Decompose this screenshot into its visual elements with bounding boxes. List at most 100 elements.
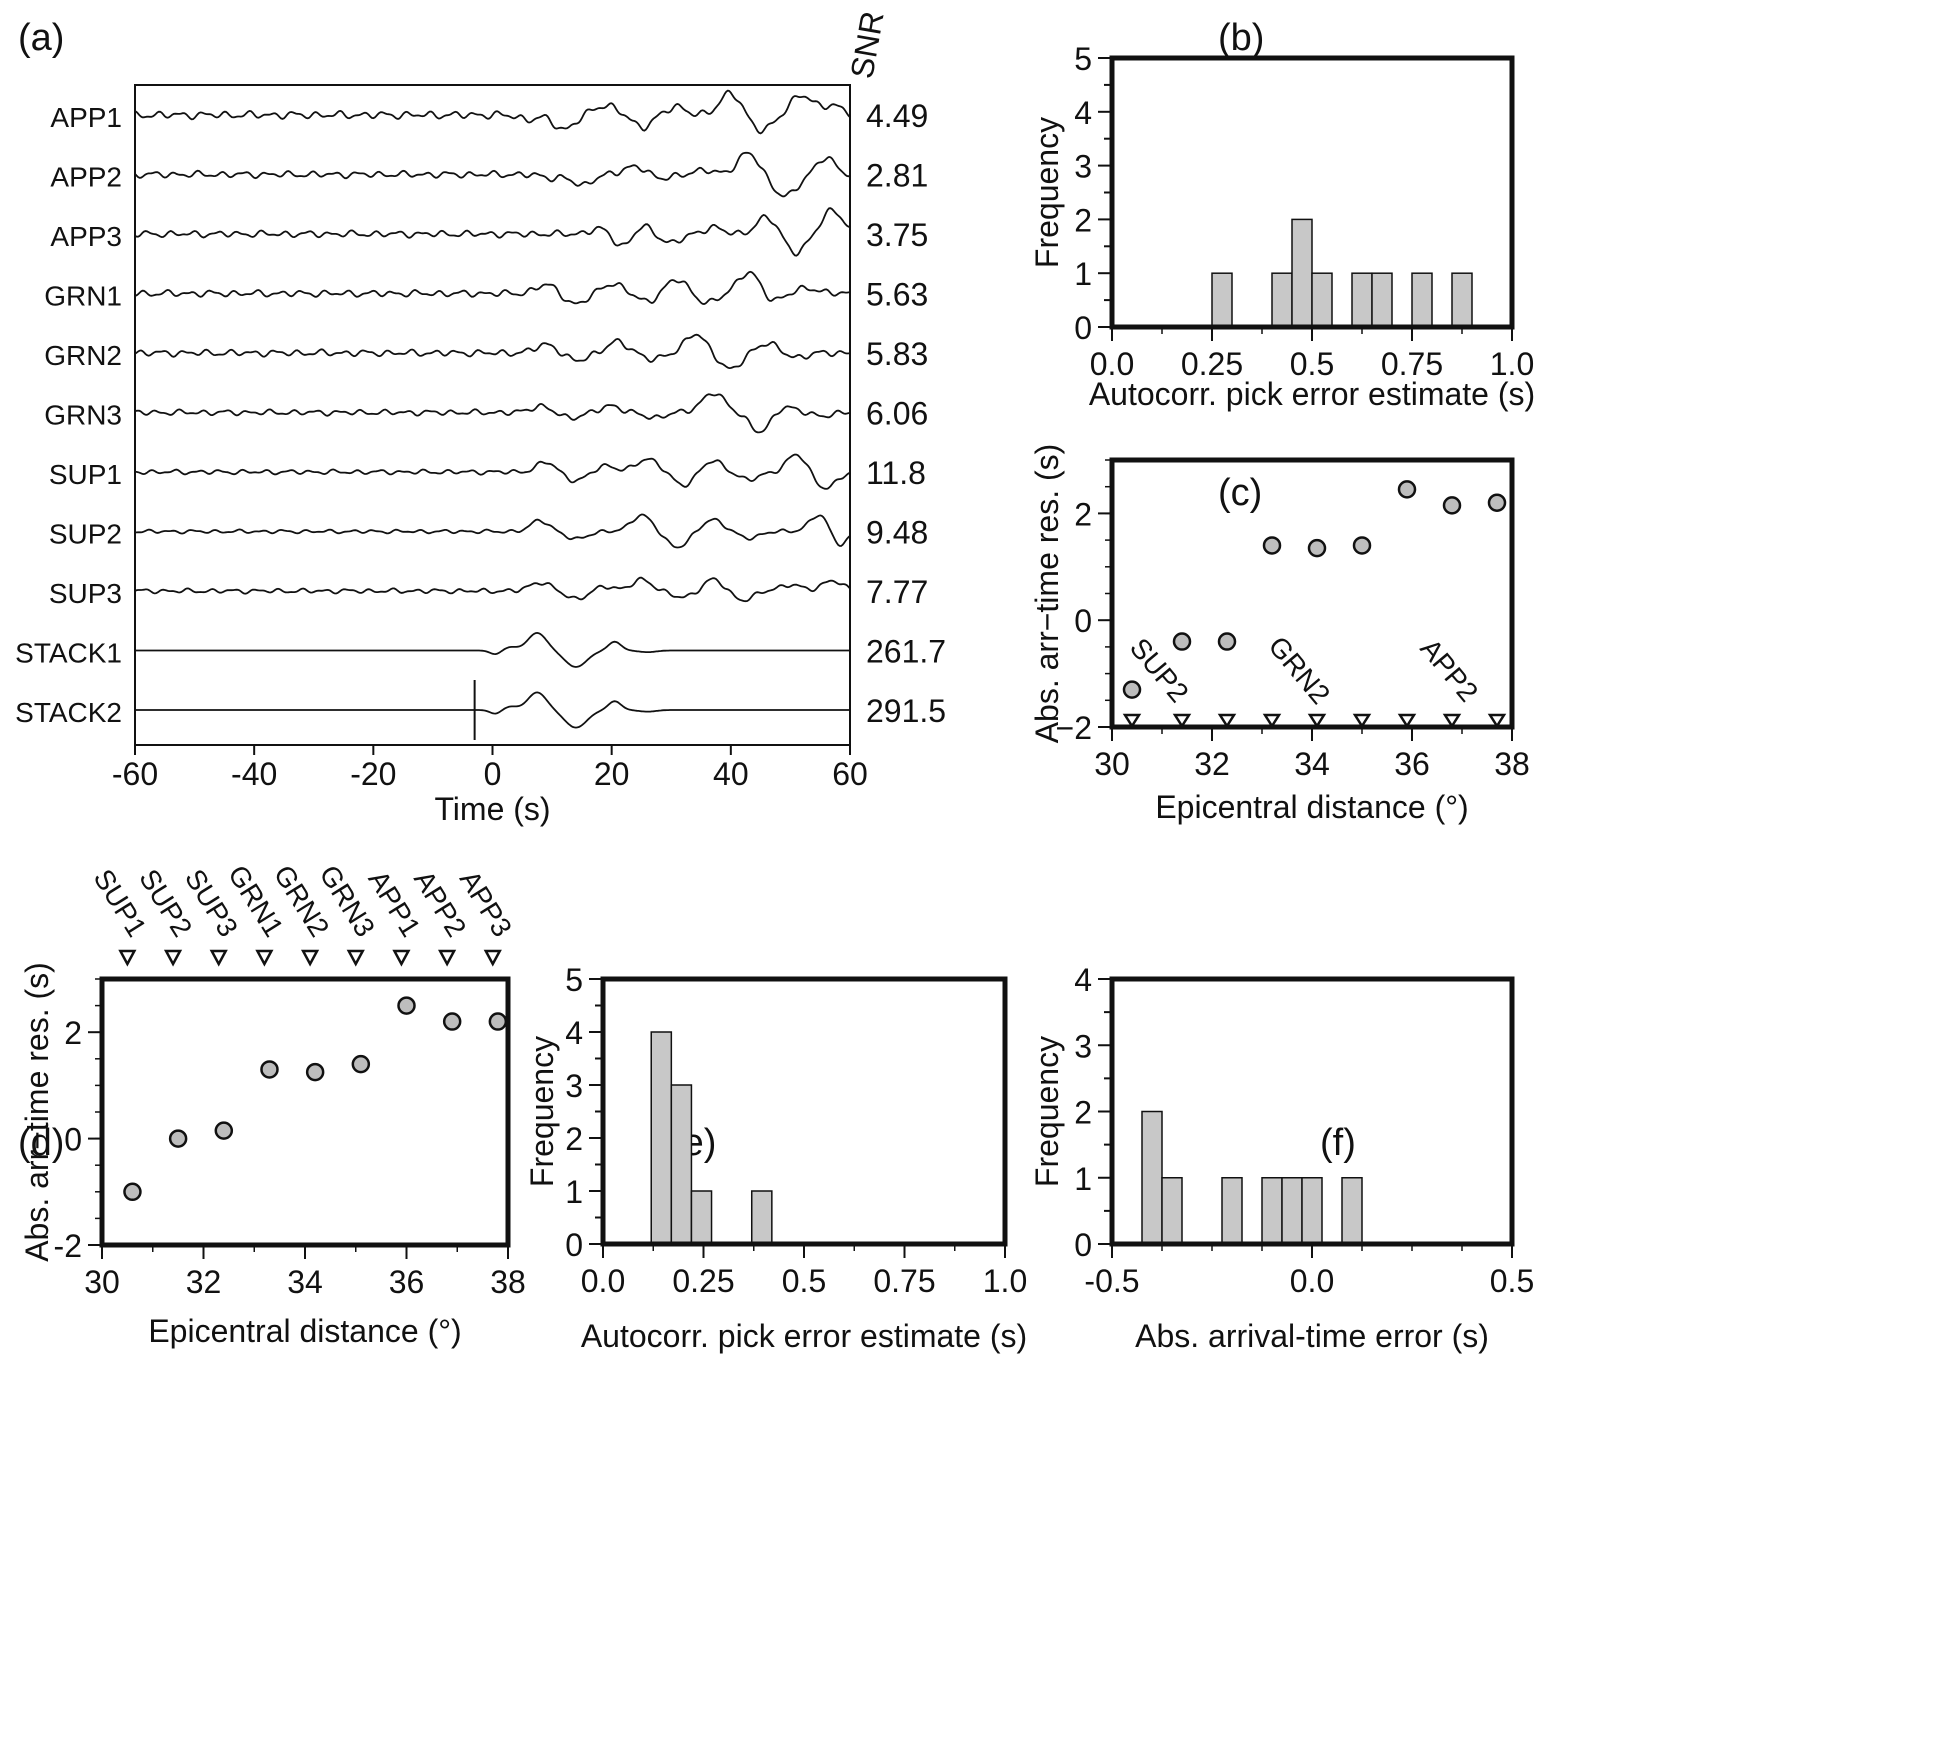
x-tick-label: 0.0	[581, 1263, 625, 1299]
x-tick-label: 32	[1194, 746, 1230, 782]
y-axis-label: Abs. arr−time res. (s)	[19, 962, 55, 1262]
trace-sup2	[134, 513, 851, 549]
panel-a-snr-header: SNR	[843, 8, 890, 81]
bar	[1271, 272, 1293, 328]
y-tick-label: 1	[1074, 1161, 1092, 1197]
trace-label: SUP2	[49, 519, 122, 550]
trace-snr: 4.49	[866, 98, 928, 134]
bar	[1351, 272, 1373, 328]
trace-grn2	[134, 333, 850, 370]
data-point	[168, 1129, 188, 1148]
x-tick-label: 1.0	[983, 1263, 1027, 1299]
y-tick-label: 4	[565, 1015, 583, 1051]
y-tick-label: 1	[1074, 256, 1092, 292]
y-tick-label: 4	[1074, 95, 1092, 131]
bar	[1261, 1177, 1283, 1245]
station-triangle	[392, 949, 411, 967]
x-tick-label: -60	[112, 756, 158, 792]
station-triangle	[483, 949, 502, 967]
x-tick-label: 0.75	[873, 1263, 935, 1299]
trace-sup3	[134, 576, 851, 603]
trace-sup1	[134, 453, 851, 490]
trace-label: GRN1	[44, 281, 122, 312]
station-triangle	[300, 949, 320, 967]
data-point	[1217, 632, 1237, 651]
y-tick-label: 2	[64, 1015, 82, 1051]
bar	[1161, 1177, 1183, 1245]
x-tick-label: 1.0	[1490, 346, 1534, 382]
station-triangle	[1487, 713, 1507, 729]
data-point	[397, 996, 416, 1015]
panel-label-d: (d)	[18, 1122, 64, 1164]
trace-label: GRN3	[44, 400, 122, 431]
data-point	[488, 1012, 508, 1031]
trace-stack2	[135, 691, 850, 729]
x-tick-label: 36	[1394, 746, 1430, 782]
x-axis-label: Time (s)	[434, 791, 550, 827]
x-tick-label: 30	[1094, 746, 1130, 782]
y-axis-label: Frequency	[1029, 117, 1065, 268]
trace-snr: 3.75	[866, 217, 928, 253]
station-triangle	[1217, 713, 1237, 729]
trace-snr: 5.83	[866, 336, 928, 372]
panel-label-b: (b)	[1218, 17, 1264, 59]
x-axis-label: Autocorr. pick error estimate (s)	[581, 1318, 1027, 1354]
station-annotation: GRN2	[1262, 630, 1336, 710]
trace-snr: 9.48	[866, 515, 928, 551]
data-point	[351, 1054, 371, 1074]
y-tick-label: −2	[1056, 710, 1092, 746]
data-point	[1442, 496, 1462, 515]
panel-label-a: (a)	[18, 17, 64, 59]
x-axis-label: Autocorr. pick error estimate (s)	[1089, 376, 1535, 412]
trace-label: GRN2	[44, 340, 122, 371]
trace-label: SUP1	[49, 459, 122, 490]
bar	[1451, 272, 1473, 328]
y-axis-label: Abs. arr−time res. (s)	[1029, 444, 1065, 744]
trace-snr: 291.5	[866, 693, 946, 729]
station-triangle	[255, 949, 274, 967]
x-tick-label: 0.0	[1090, 346, 1134, 382]
bar	[1371, 272, 1393, 328]
bar	[1411, 272, 1433, 328]
x-tick-label: 38	[1494, 746, 1530, 782]
x-axis-label: Abs. arrival-time error (s)	[1135, 1318, 1489, 1354]
y-tick-label: 0	[565, 1227, 583, 1263]
bar	[1211, 272, 1233, 328]
y-axis-label: Frequency	[1029, 1036, 1065, 1187]
bar	[670, 1084, 693, 1245]
y-tick-label: 4	[1074, 962, 1092, 998]
trace-label: STACK2	[15, 697, 122, 728]
data-point	[123, 1182, 142, 1202]
trace-label: SUP3	[49, 578, 122, 609]
trace-app3	[134, 207, 851, 257]
y-tick-label: 3	[565, 1068, 583, 1104]
station-triangle	[118, 949, 137, 967]
station-triangle	[346, 949, 365, 967]
y-tick-label: 5	[1074, 41, 1092, 77]
panel-e-histogram: 0 1 2 3 4 5 0.0 0.25 0.5 0.75 1.0 Autocorr. pick er…	[524, 962, 1027, 1354]
x-axis-label: Epicentral distance (°)	[148, 1313, 461, 1349]
y-axis-label: Frequency	[524, 1036, 560, 1187]
panel-label-f: (f)	[1320, 1122, 1356, 1164]
y-tick-label: 3	[1074, 1028, 1092, 1064]
panel-a-waveforms: SNR APP1 4.49 APP2 2.81 APP3 3.75 GRN1 5.63 GRN2 5…	[15, 8, 946, 827]
station-annotation: APP2	[1414, 633, 1484, 708]
x-axis-label: Epicentral distance (°)	[1155, 789, 1468, 825]
data-point	[442, 1012, 462, 1031]
station-triangle	[1172, 713, 1192, 729]
y-tick-label: 3	[1074, 149, 1092, 185]
bar	[1311, 272, 1333, 328]
trace-grn3	[134, 393, 851, 434]
y-tick-label: 2	[1074, 1095, 1092, 1131]
x-tick-label: 0.0	[1290, 1263, 1334, 1299]
trace-grn1	[134, 270, 851, 306]
panel-a-frame	[134, 84, 851, 746]
x-tick-label: -20	[350, 756, 396, 792]
trace-label: APP2	[50, 162, 122, 193]
x-tick-label: 0.5	[782, 1263, 826, 1299]
data-point	[1487, 493, 1507, 512]
panel-label-c: (c)	[1218, 472, 1262, 514]
y-tick-label: 2	[1074, 496, 1092, 532]
station-triangle	[1442, 713, 1462, 729]
